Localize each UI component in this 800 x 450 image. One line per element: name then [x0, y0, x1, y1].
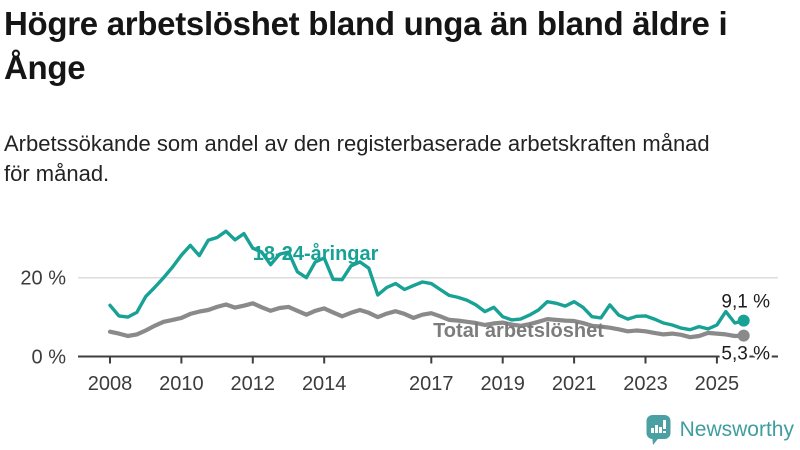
- x-axis-label-2017: 2017: [409, 373, 454, 395]
- y-axis-label-0: 0 %: [32, 347, 67, 369]
- series-end-dot-18-24: [737, 314, 750, 327]
- newsworthy-speech-bubble-barchart-icon: [646, 415, 671, 445]
- series-label-18-24: 18-24-åringar: [253, 242, 379, 265]
- unemployment-line-chart: 0 % 20 % 2008 2010 2012 2014 2017 2019 2021 2023 2…: [20, 229, 778, 395]
- x-axis-label-2023: 2023: [623, 373, 668, 395]
- x-axis-label-2010: 2010: [159, 373, 204, 395]
- x-axis-label-2021: 2021: [552, 373, 597, 395]
- series-line-total: [107, 301, 746, 340]
- x-axis-label-2025: 2025: [695, 373, 740, 395]
- chart-subtitle: Arbetssökande som andel av den registerb…: [4, 129, 796, 189]
- page-title: Högre arbetslöshet bland unga än bland ä…: [4, 2, 796, 90]
- x-axis-label-2008: 2008: [88, 373, 133, 395]
- brand-name: Newsworthy: [679, 418, 794, 441]
- subtitle-line-1: Arbetssökande som andel av den registerb…: [4, 131, 710, 156]
- series-line-18-24: [108, 229, 746, 332]
- series-label-total: Total arbetslöshet: [433, 320, 604, 342]
- series-end-dot-total: [737, 329, 750, 342]
- end-value-label-total: 5,3 %: [721, 344, 770, 365]
- x-axis-label-2019: 2019: [480, 373, 525, 395]
- x-axis-label-2012: 2012: [231, 373, 276, 395]
- title-line-1: Högre arbetslöshet bland unga än bland ä…: [4, 5, 728, 42]
- newsworthy-logo: Newsworthy: [646, 415, 794, 446]
- y-axis-label-20: 20 %: [20, 268, 66, 290]
- subtitle-line-2: för månad.: [4, 161, 110, 186]
- end-value-label-18-24: 9,1 %: [721, 292, 770, 313]
- x-axis-label-2014: 2014: [302, 373, 347, 395]
- title-line-2: Ånge: [4, 49, 86, 86]
